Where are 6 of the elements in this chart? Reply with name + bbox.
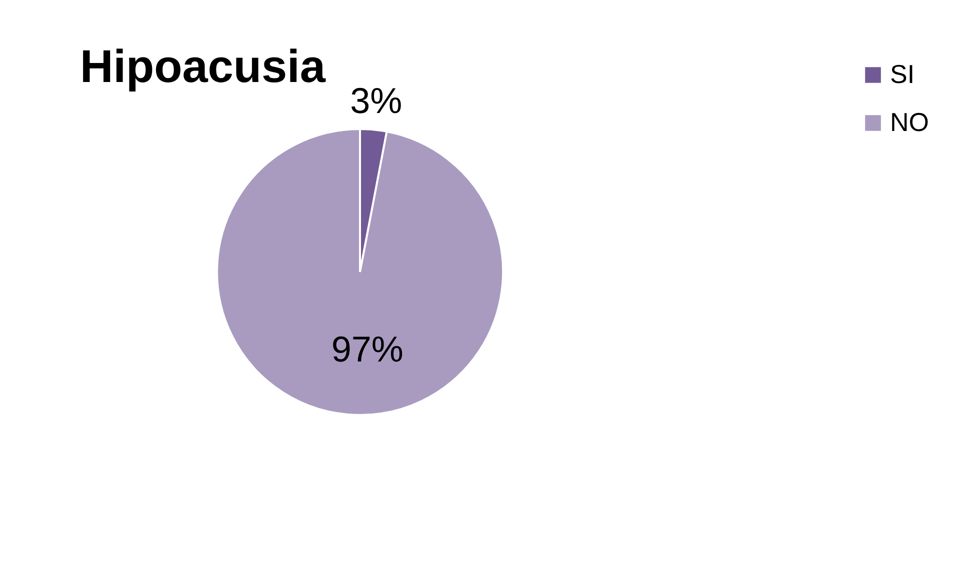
data-label: 3% (350, 80, 402, 121)
legend-label: NO (890, 107, 929, 137)
legend-label: SI (890, 59, 915, 89)
chart-title: Hipoacusia (80, 40, 326, 92)
data-label: 97% (331, 328, 404, 370)
pie-slice (216, 128, 504, 416)
